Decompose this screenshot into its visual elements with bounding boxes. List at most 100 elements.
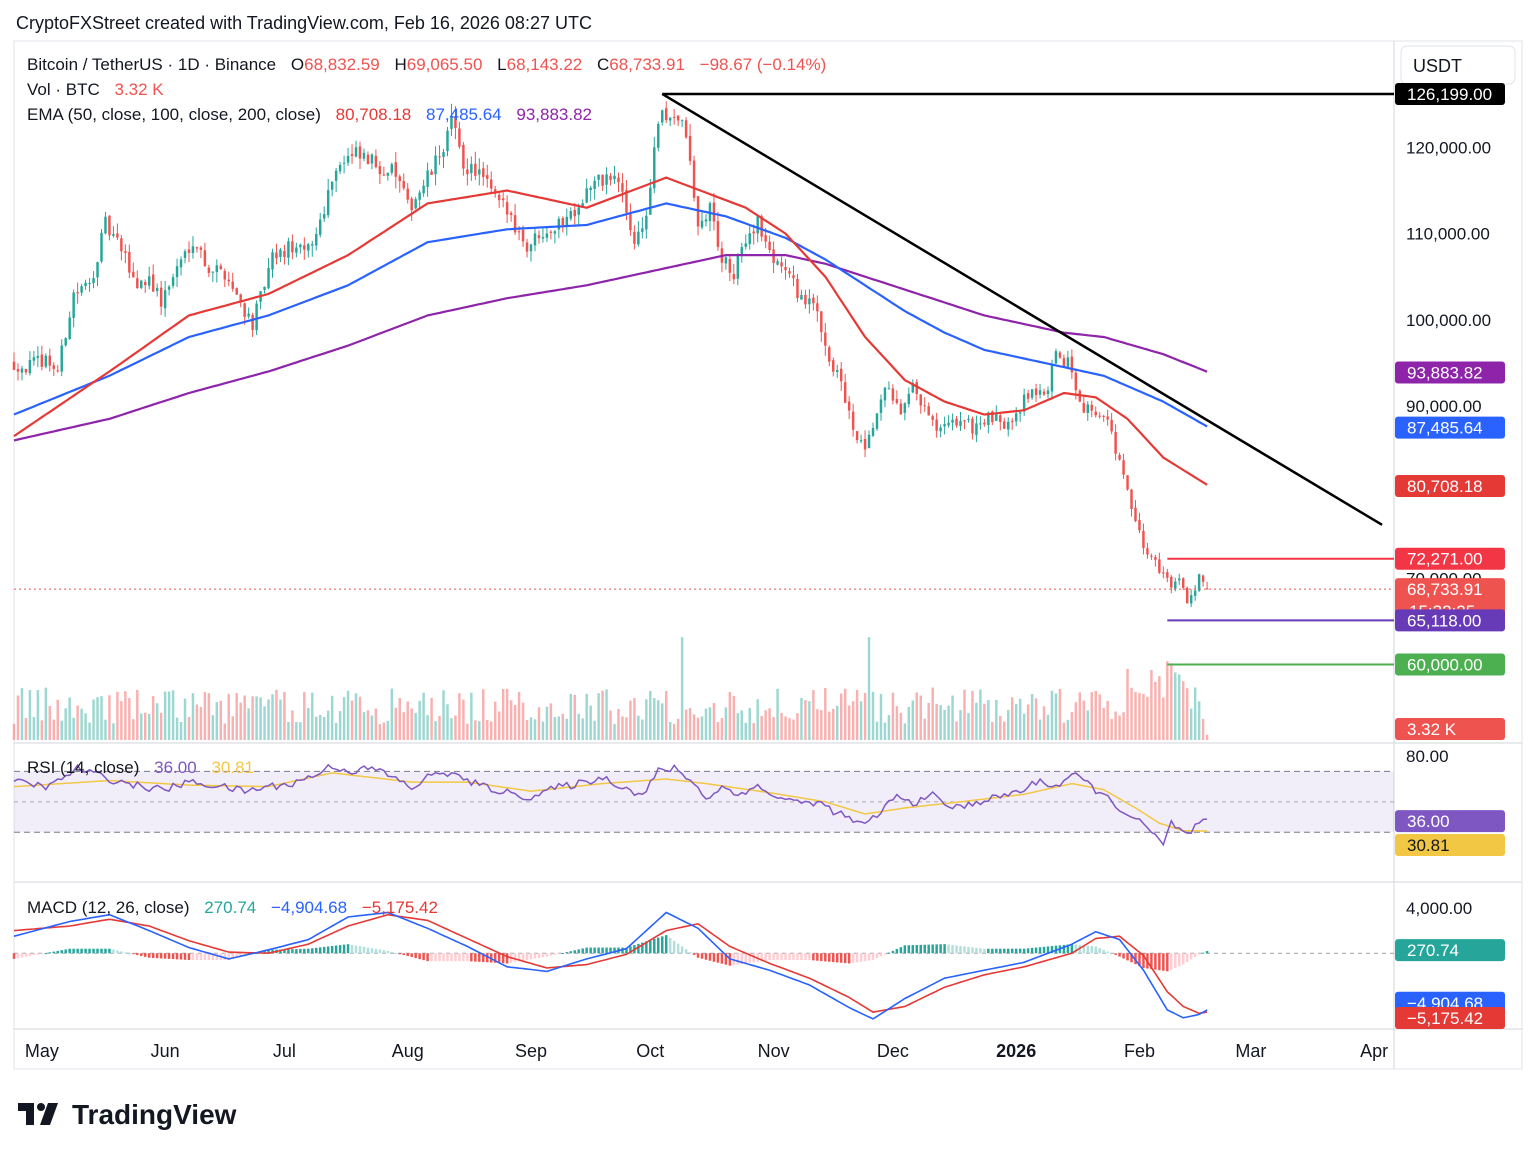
volume-bar: [847, 705, 851, 740]
macd-histogram-bar: [979, 948, 982, 954]
volume-bar: [720, 718, 724, 740]
macd-histogram-bar: [76, 948, 79, 954]
macd-histogram-bar: [124, 952, 127, 954]
legend-ema100: 87,485.64: [426, 105, 502, 124]
volume-bar: [991, 721, 994, 740]
macd-histogram-bar: [796, 953, 799, 961]
candle-body: [621, 183, 624, 192]
macd-histogram-bar: [684, 949, 688, 954]
macd-histogram-bar: [482, 953, 485, 963]
candle-body: [283, 250, 286, 258]
volume-bar: [1066, 719, 1070, 740]
volume-bar: [927, 702, 930, 740]
macd-histogram-bar: [108, 948, 111, 954]
macd-histogram-bar: [120, 951, 123, 954]
candle-body: [1170, 576, 1173, 588]
volume-bar: [410, 708, 413, 740]
macd-histogram-bar: [1114, 953, 1117, 955]
macd-histogram-bar: [931, 944, 934, 954]
candle-body: [159, 287, 163, 307]
volume-bar: [1126, 668, 1129, 740]
descending-trendline[interactable]: [661, 92, 1383, 526]
candle-body: [828, 347, 831, 362]
volume-bar: [267, 699, 270, 740]
macd-histogram-bar: [155, 953, 159, 959]
volume-bar: [1150, 670, 1153, 740]
macd-histogram-bar: [1074, 944, 1078, 954]
macd-histogram-bar: [1205, 951, 1209, 954]
macd-histogram-bar: [919, 944, 922, 954]
macd-plot: [12, 911, 1209, 1020]
volume-bar: [839, 693, 843, 740]
volume-bar: [28, 690, 32, 740]
price-label-60000-bg: [1395, 653, 1505, 676]
legend-macd-signal: −5,175.42: [362, 898, 438, 917]
volume-bar: [1046, 714, 1050, 740]
macd-histogram-bar: [474, 953, 477, 962]
macd-histogram-bar: [740, 953, 744, 964]
macd-histogram-bar: [478, 953, 481, 962]
macd-histogram-bar: [1062, 944, 1066, 954]
candle-body: [728, 258, 732, 273]
macd-histogram-bar: [144, 953, 147, 957]
candle-body: [1193, 590, 1197, 596]
macd-histogram-bar: [334, 945, 338, 954]
macd-histogram-bar: [891, 950, 895, 954]
candle-body: [1162, 572, 1165, 574]
volume-bar: [1058, 688, 1062, 740]
price-axis-tick: 110,000.00: [1406, 225, 1490, 244]
macd-histogram-bar: [672, 940, 676, 954]
candle-body: [871, 428, 875, 436]
candle-body: [979, 423, 982, 425]
macd-histogram-bar: [1166, 953, 1169, 972]
macd-histogram-bar: [1189, 953, 1193, 960]
macd-histogram-bar: [1030, 947, 1034, 954]
macd-histogram-bar: [553, 953, 557, 955]
candle-body: [382, 174, 386, 176]
volume-bar: [163, 691, 167, 740]
candle-body: [951, 419, 954, 423]
macd-histogram-bar: [100, 948, 103, 954]
volume-bar: [470, 692, 473, 740]
candle-body: [1197, 574, 1201, 591]
chart-frame: [13, 40, 1523, 1070]
candle-body: [641, 228, 644, 232]
volume-bar: [788, 718, 791, 740]
macd-histogram-bar: [764, 953, 767, 961]
candle-body: [593, 180, 596, 189]
macd-histogram-bar: [1046, 946, 1050, 954]
volume-bar: [1197, 701, 1201, 740]
volume-bar: [696, 717, 700, 740]
volume-bar: [247, 708, 250, 740]
volume-bar: [128, 698, 131, 740]
candle-body: [613, 175, 616, 180]
tradingview-logo: TradingView: [18, 1099, 237, 1130]
macd-histogram-bar: [1118, 953, 1121, 957]
price-axis-tick: 100,000.00: [1406, 311, 1491, 330]
candle-body: [633, 231, 636, 244]
candle-body: [72, 292, 75, 318]
volume-bar: [350, 700, 354, 740]
candle-body: [843, 382, 847, 403]
candle-body: [983, 422, 986, 425]
volume-bar: [680, 637, 684, 740]
volume-bar: [947, 705, 950, 740]
volume-bar: [509, 700, 513, 740]
volume-bar: [1142, 693, 1145, 740]
candle-body: [378, 166, 382, 175]
macd-histogram-bar: [565, 952, 569, 954]
volume-bar: [203, 692, 207, 740]
volume-bar: [824, 688, 827, 740]
macd-histogram-bar: [338, 945, 342, 954]
macd-histogram-bar: [307, 948, 310, 954]
candle-body: [394, 162, 398, 177]
volume-bar: [569, 694, 573, 740]
volume-bar: [1170, 663, 1173, 740]
candle-body: [108, 215, 111, 236]
volume-bar: [1042, 706, 1046, 740]
macd-histogram-bar: [947, 944, 950, 954]
volume-bar: [979, 689, 982, 740]
candle-body: [748, 233, 751, 245]
volume-bar: [378, 724, 382, 740]
